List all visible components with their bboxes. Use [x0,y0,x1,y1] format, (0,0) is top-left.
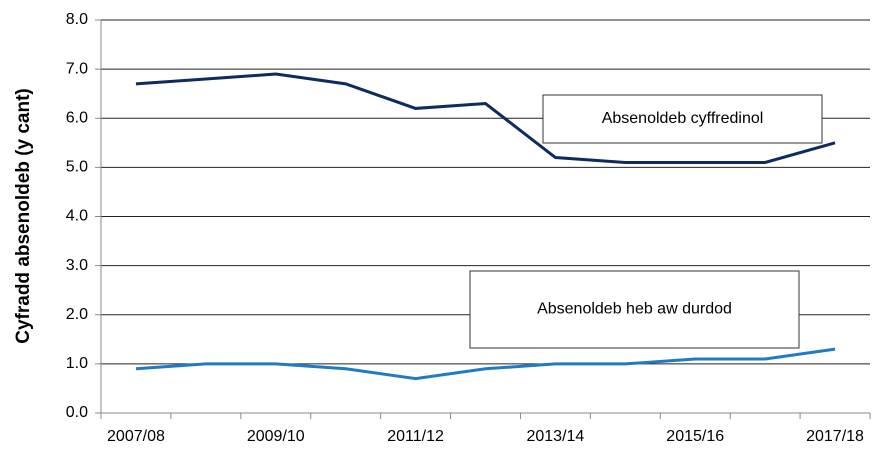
y-tick-label: 2.0 [66,306,88,323]
legend-box [542,94,823,144]
y-tick-label: 8.0 [66,11,88,28]
legend-label: Absenoldeb cyffredinol [602,110,764,127]
x-tick-label: 2011/12 [387,428,444,445]
series-line [135,72,836,164]
legend-label: Absenoldeb heb aw durdod [537,301,732,318]
y-tick-label: 5.0 [66,159,88,176]
y-tick-label: 6.0 [66,109,88,126]
x-tick-label: 2015/16 [666,428,724,445]
x-tick-label: 2013/14 [526,428,584,445]
y-tick-label: 1.0 [66,355,88,372]
series-line [135,347,836,381]
y-tick-label: 3.0 [66,257,88,274]
x-tick-label: 2017/18 [806,428,864,445]
x-tick-label: 2007/08 [107,428,165,445]
y-axis-title: Cyfradd absenoldeb (y cant) [13,88,34,344]
x-tick-label: 2009/10 [247,428,305,445]
y-tick-label: 0.0 [66,404,88,421]
y-tick-label: 7.0 [66,60,88,77]
y-tick-label: 4.0 [66,208,88,225]
legend-box [469,270,800,349]
